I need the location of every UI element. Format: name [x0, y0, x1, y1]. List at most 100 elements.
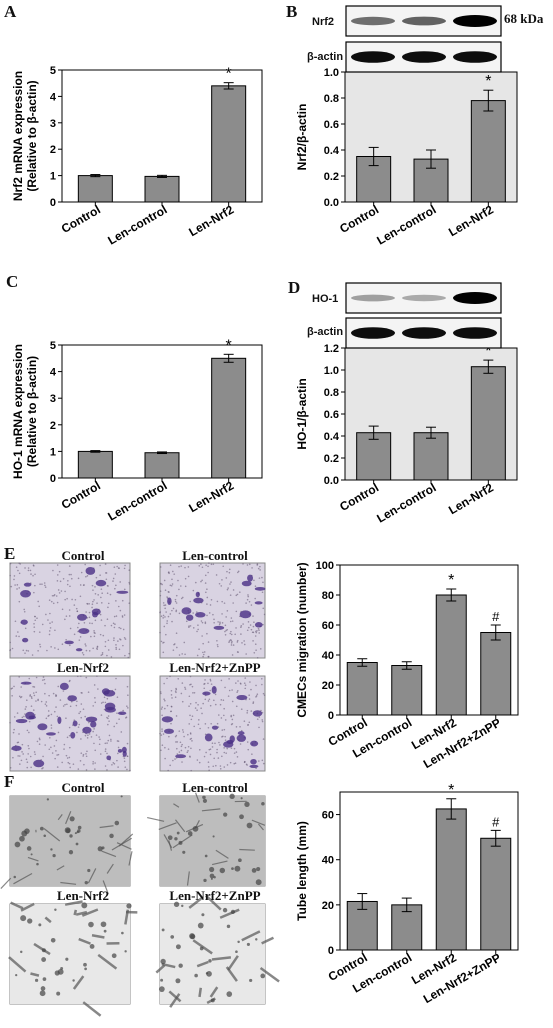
pore-dot	[204, 723, 207, 725]
pore-dot	[38, 605, 40, 608]
pore-dot	[164, 707, 166, 710]
cell-cluster	[175, 944, 181, 950]
x-tick-label: Control	[59, 202, 103, 235]
pore-dot	[228, 568, 231, 571]
pore-dot	[191, 740, 193, 742]
pore-dot	[66, 757, 69, 759]
pore-dot	[34, 615, 36, 618]
pore-dot	[170, 694, 173, 696]
pore-dot	[95, 576, 98, 579]
pore-dot	[247, 594, 249, 596]
x-tick-label: Control	[337, 480, 381, 513]
pore-dot	[215, 574, 218, 576]
pore-dot	[54, 757, 56, 760]
pore-dot	[176, 753, 179, 755]
pore-dot	[225, 629, 227, 632]
tube-segment	[128, 851, 133, 866]
pore-dot	[94, 749, 97, 752]
pore-dot	[176, 646, 178, 649]
micro-f-label-2: Len-control	[182, 780, 248, 795]
pore-dot	[91, 584, 94, 587]
pore-dot	[93, 630, 95, 632]
pore-dot	[240, 633, 242, 635]
pore-dot	[70, 573, 72, 576]
pore-dot	[219, 622, 221, 625]
pore-dot	[243, 643, 246, 646]
micrograph-e-1	[159, 562, 266, 659]
pore-dot	[30, 573, 32, 575]
stained-cell	[59, 682, 69, 691]
pore-dot	[251, 753, 253, 755]
bar	[144, 452, 180, 479]
tube-segment	[65, 811, 72, 825]
cell-cluster	[38, 923, 42, 927]
pore-dot	[228, 571, 231, 574]
pore-dot	[235, 751, 238, 753]
cell-cluster	[69, 834, 73, 838]
pore-dot	[86, 602, 88, 605]
pore-dot	[88, 602, 90, 605]
tube-segment	[10, 901, 24, 910]
pore-dot	[38, 738, 41, 741]
pore-dot	[163, 641, 165, 644]
pore-dot	[85, 755, 88, 758]
pore-dot	[23, 608, 26, 611]
pore-dot	[107, 602, 110, 605]
pore-dot	[21, 716, 24, 719]
pore-dot	[206, 632, 208, 635]
tube-segment	[195, 792, 200, 803]
pore-dot	[80, 675, 82, 677]
pore-dot	[12, 756, 14, 759]
chart-c: 0 1 2 3 4 5 HO-1 mRNA expression (Relative to β…	[11, 337, 263, 524]
pore-dot	[40, 700, 43, 703]
cell-cluster	[226, 991, 233, 997]
pore-dot	[64, 703, 66, 706]
pore-dot	[76, 700, 78, 703]
stained-cell	[106, 755, 112, 761]
pore-dot	[169, 764, 171, 767]
pore-dot	[13, 575, 16, 577]
pore-dot	[66, 583, 69, 586]
cell-cluster	[187, 831, 193, 836]
pore-dot	[245, 653, 247, 655]
tube-segment	[81, 908, 99, 917]
panel-label-f: F	[4, 772, 15, 791]
pore-dot	[199, 727, 201, 730]
bar	[77, 175, 113, 203]
pore-dot	[184, 566, 186, 569]
pore-dot	[207, 766, 210, 768]
pore-dot	[258, 760, 260, 762]
pore-dot	[128, 652, 130, 655]
pore-dot	[54, 647, 56, 649]
cell-cluster	[202, 795, 206, 800]
pore-dot	[236, 593, 239, 596]
pore-dot	[189, 738, 192, 740]
pore-dot	[244, 677, 247, 679]
tube-segment	[186, 871, 190, 886]
pore-dot	[159, 611, 161, 614]
pore-dot	[18, 733, 20, 735]
pore-dot	[55, 750, 57, 752]
pore-dot	[78, 723, 81, 726]
pore-dot	[16, 588, 18, 590]
pore-dot	[104, 750, 107, 753]
pore-dot	[174, 600, 177, 603]
cell-cluster	[20, 915, 27, 922]
pore-dot	[240, 708, 243, 710]
significance-marker: *	[448, 782, 454, 799]
pore-dot	[177, 579, 179, 582]
pore-dot	[13, 578, 15, 581]
pore-dot	[244, 684, 247, 686]
pore-dot	[262, 581, 264, 584]
pore-dot	[209, 679, 212, 682]
pore-dot	[221, 755, 223, 758]
pore-dot	[104, 748, 107, 750]
pore-dot	[235, 594, 238, 597]
blot-band	[453, 327, 497, 339]
pore-dot	[28, 747, 30, 750]
stained-cell	[33, 759, 45, 768]
pore-dot	[106, 752, 108, 755]
pore-dot	[260, 678, 263, 680]
pore-dot	[161, 728, 163, 730]
pore-dot	[106, 769, 108, 771]
